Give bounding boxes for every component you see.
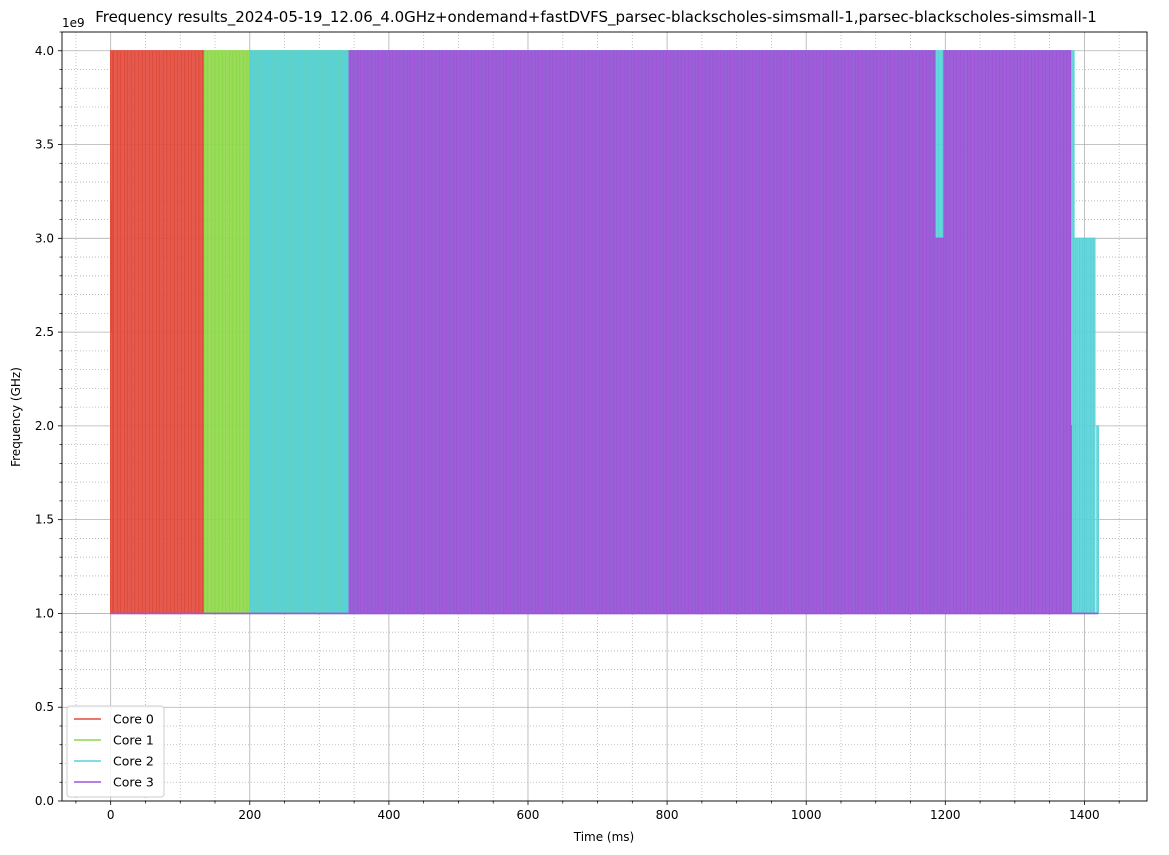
x-tick-label: 1200 (930, 808, 961, 822)
x-tick-label: 600 (517, 808, 540, 822)
legend-box (66, 705, 165, 798)
legend-label: Core 1 (113, 733, 154, 748)
y-tick-label: 3.0 (35, 231, 54, 245)
x-axis: 0 200 400 600 800 1000 1200 1400 (75, 801, 1120, 822)
legend-label: Core 2 (113, 754, 154, 769)
x-tick-label: 0 (107, 808, 115, 822)
x-axis-label: Time (ms) (573, 830, 635, 844)
y-axis: 0.0 0.5 1.0 1.5 2.0 2.5 3.0 3.5 4.0 (35, 31, 62, 808)
y-tick-label: 1.0 (35, 606, 54, 620)
y-tick-label: 3.5 (35, 138, 54, 152)
x-tick-label: 1000 (791, 808, 822, 822)
y-tick-label: 2.0 (35, 419, 54, 433)
x-tick-label: 800 (656, 808, 679, 822)
x-tick-label: 1400 (1069, 808, 1100, 822)
legend-label: Core 3 (113, 775, 154, 790)
x-tick-label: 400 (377, 808, 400, 822)
legend: Core 0 Core 1 Core 2 Core 3 (66, 705, 165, 798)
y-tick-label: 0.0 (35, 794, 54, 808)
y-tick-label: 4.0 (35, 44, 54, 58)
plot-frame (61, 31, 1148, 802)
y-tick-label: 2.5 (35, 325, 54, 339)
y-tick-label: 1.5 (35, 513, 54, 527)
series-line-core-0 (110, 50, 205, 615)
y-tick-label: 0.5 (35, 700, 54, 714)
y-offset-label: 1e9 (62, 16, 85, 30)
series-layer (110, 50, 1099, 615)
x-tick-label: 200 (238, 808, 261, 822)
legend-label: Core 0 (113, 712, 154, 727)
series-line-core-3 (348, 50, 1072, 615)
y-axis-label: Frequency (GHz) (9, 367, 23, 467)
chart-title: Frequency results_2024-05-19_12.06_4.0GH… (95, 8, 1097, 27)
